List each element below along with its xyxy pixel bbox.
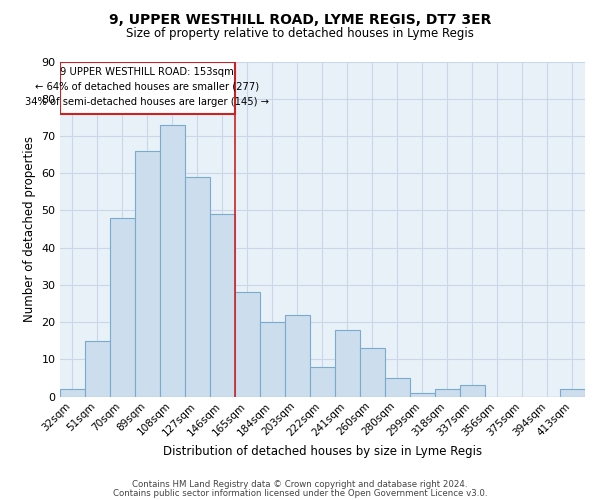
Bar	[110, 218, 134, 396]
Y-axis label: Number of detached properties: Number of detached properties	[23, 136, 35, 322]
Bar	[235, 292, 260, 397]
Bar	[335, 330, 360, 396]
Bar	[59, 389, 85, 396]
Bar	[85, 340, 110, 396]
Text: Size of property relative to detached houses in Lyme Regis: Size of property relative to detached ho…	[126, 28, 474, 40]
Bar	[134, 151, 160, 396]
Bar	[209, 214, 235, 396]
Bar	[185, 177, 209, 396]
X-axis label: Distribution of detached houses by size in Lyme Regis: Distribution of detached houses by size …	[163, 444, 482, 458]
Bar	[285, 314, 310, 396]
Bar	[410, 393, 435, 396]
Text: Contains public sector information licensed under the Open Government Licence v3: Contains public sector information licen…	[113, 488, 487, 498]
Bar	[360, 348, 385, 397]
Text: 9, UPPER WESTHILL ROAD, LYME REGIS, DT7 3ER: 9, UPPER WESTHILL ROAD, LYME REGIS, DT7 …	[109, 12, 491, 26]
Text: 9 UPPER WESTHILL ROAD: 153sqm: 9 UPPER WESTHILL ROAD: 153sqm	[60, 67, 234, 77]
Bar	[160, 125, 185, 396]
Bar	[460, 386, 485, 396]
Text: ← 64% of detached houses are smaller (277): ← 64% of detached houses are smaller (27…	[35, 82, 259, 92]
Text: 34% of semi-detached houses are larger (145) →: 34% of semi-detached houses are larger (…	[25, 97, 269, 107]
Bar	[560, 389, 585, 396]
Bar	[385, 378, 410, 396]
Bar	[59, 62, 235, 114]
Bar	[435, 389, 460, 396]
Bar	[310, 367, 335, 396]
Text: Contains HM Land Registry data © Crown copyright and database right 2024.: Contains HM Land Registry data © Crown c…	[132, 480, 468, 489]
Bar	[260, 322, 285, 396]
